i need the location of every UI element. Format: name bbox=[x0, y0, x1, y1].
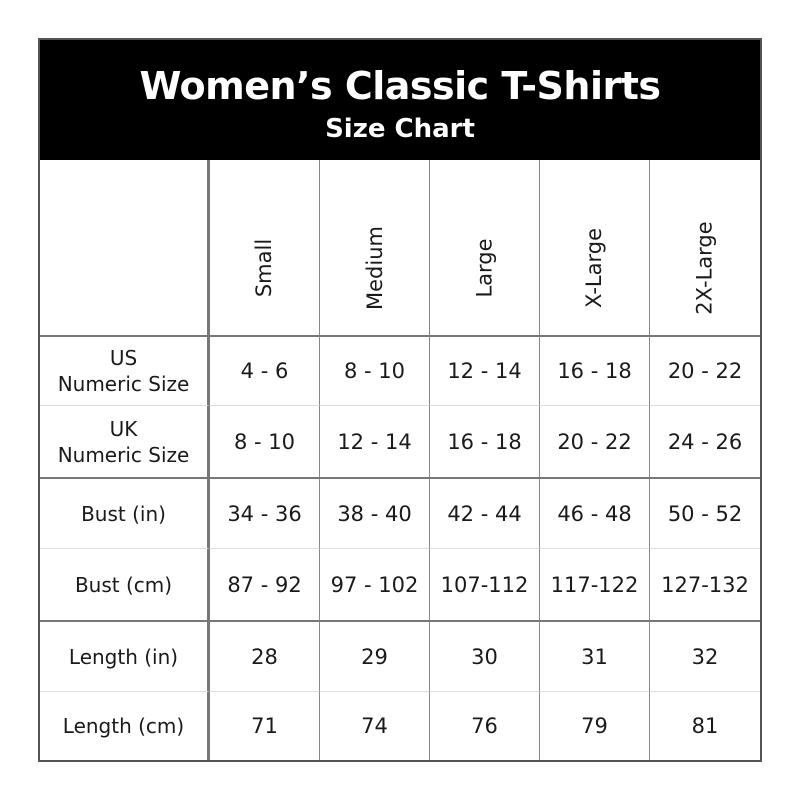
chart-header: Women’s Classic T-Shirts Size Chart bbox=[40, 40, 760, 160]
table-cell: 4 - 6 bbox=[210, 335, 320, 405]
table-cell: 16 - 18 bbox=[430, 405, 540, 477]
table-cell: 97 - 102 bbox=[320, 548, 430, 620]
row-label: Length (cm) bbox=[40, 691, 210, 760]
table-cell: 12 - 14 bbox=[320, 405, 430, 477]
table-cell: 50 - 52 bbox=[650, 477, 760, 548]
table-cell: 71 bbox=[210, 691, 320, 760]
table-cell: 79 bbox=[540, 691, 650, 760]
size-label: Small bbox=[252, 238, 277, 297]
table-cell: 34 - 36 bbox=[210, 477, 320, 548]
row-label-line1: US bbox=[109, 346, 138, 370]
size-header-medium: Medium bbox=[320, 160, 430, 335]
row-label-line1: Length (cm) bbox=[62, 714, 185, 738]
table-cell: 127-132 bbox=[650, 548, 760, 620]
size-header-2x-large: 2X-Large bbox=[650, 160, 760, 335]
table-cell: 12 - 14 bbox=[430, 335, 540, 405]
row-label-text: Length (cm) bbox=[63, 713, 184, 739]
table-cell: 20 - 22 bbox=[540, 405, 650, 477]
table-cell: 76 bbox=[430, 691, 540, 760]
table-cell: 81 bbox=[650, 691, 760, 760]
row-label-text: Length (in) bbox=[69, 644, 178, 670]
size-label: Large bbox=[472, 237, 497, 298]
table-cell: 16 - 18 bbox=[540, 335, 650, 405]
table-cell: 32 bbox=[650, 620, 760, 691]
row-label-line1: Bust (in) bbox=[81, 501, 166, 526]
table-cell: 117-122 bbox=[540, 548, 650, 620]
row-label-text: US Numeric Size bbox=[58, 345, 190, 397]
row-label: Bust (in) bbox=[40, 477, 210, 548]
row-label: US Numeric Size bbox=[40, 335, 210, 405]
size-table: Small Medium Large X-Large 2X-Large US Numeric… bbox=[40, 160, 760, 760]
chart-title: Women’s Classic T-Shirts bbox=[139, 64, 661, 108]
row-label-text: Bust (in) bbox=[81, 501, 166, 527]
table-cell: 87 - 92 bbox=[210, 548, 320, 620]
table-cell: 29 bbox=[320, 620, 430, 691]
row-label-line2: Numeric Size bbox=[57, 372, 190, 396]
table-cell: 42 - 44 bbox=[430, 477, 540, 548]
size-label: Medium bbox=[362, 225, 387, 310]
size-label: X-Large bbox=[582, 227, 607, 308]
table-cell: 38 - 40 bbox=[320, 477, 430, 548]
table-cell: 46 - 48 bbox=[540, 477, 650, 548]
table-cell: 20 - 22 bbox=[650, 335, 760, 405]
size-header-large: Large bbox=[430, 160, 540, 335]
table-cell: 107-112 bbox=[430, 548, 540, 620]
row-label: UK Numeric Size bbox=[40, 405, 210, 477]
corner-cell bbox=[40, 160, 210, 335]
size-chart: Women’s Classic T-Shirts Size Chart Smal… bbox=[38, 38, 762, 762]
table-cell: 8 - 10 bbox=[210, 405, 320, 477]
size-header-x-large: X-Large bbox=[540, 160, 650, 335]
table-cell: 30 bbox=[430, 620, 540, 691]
row-label-line1: Bust (cm) bbox=[74, 572, 173, 597]
row-label: Length (in) bbox=[40, 620, 210, 691]
row-label-line1: Length (in) bbox=[68, 644, 179, 669]
table-cell: 8 - 10 bbox=[320, 335, 430, 405]
table-cell: 24 - 26 bbox=[650, 405, 760, 477]
size-header-small: Small bbox=[210, 160, 320, 335]
row-label: Bust (cm) bbox=[40, 548, 210, 620]
row-label-line2: Numeric Size bbox=[57, 442, 190, 467]
table-cell: 31 bbox=[540, 620, 650, 691]
size-label: 2X-Large bbox=[693, 220, 717, 315]
row-label-text: UK Numeric Size bbox=[58, 416, 190, 468]
row-label-line1: UK bbox=[109, 416, 138, 441]
table-cell: 28 bbox=[210, 620, 320, 691]
row-label-text: Bust (cm) bbox=[75, 572, 172, 598]
table-cell: 74 bbox=[320, 691, 430, 760]
chart-subtitle: Size Chart bbox=[325, 114, 475, 144]
